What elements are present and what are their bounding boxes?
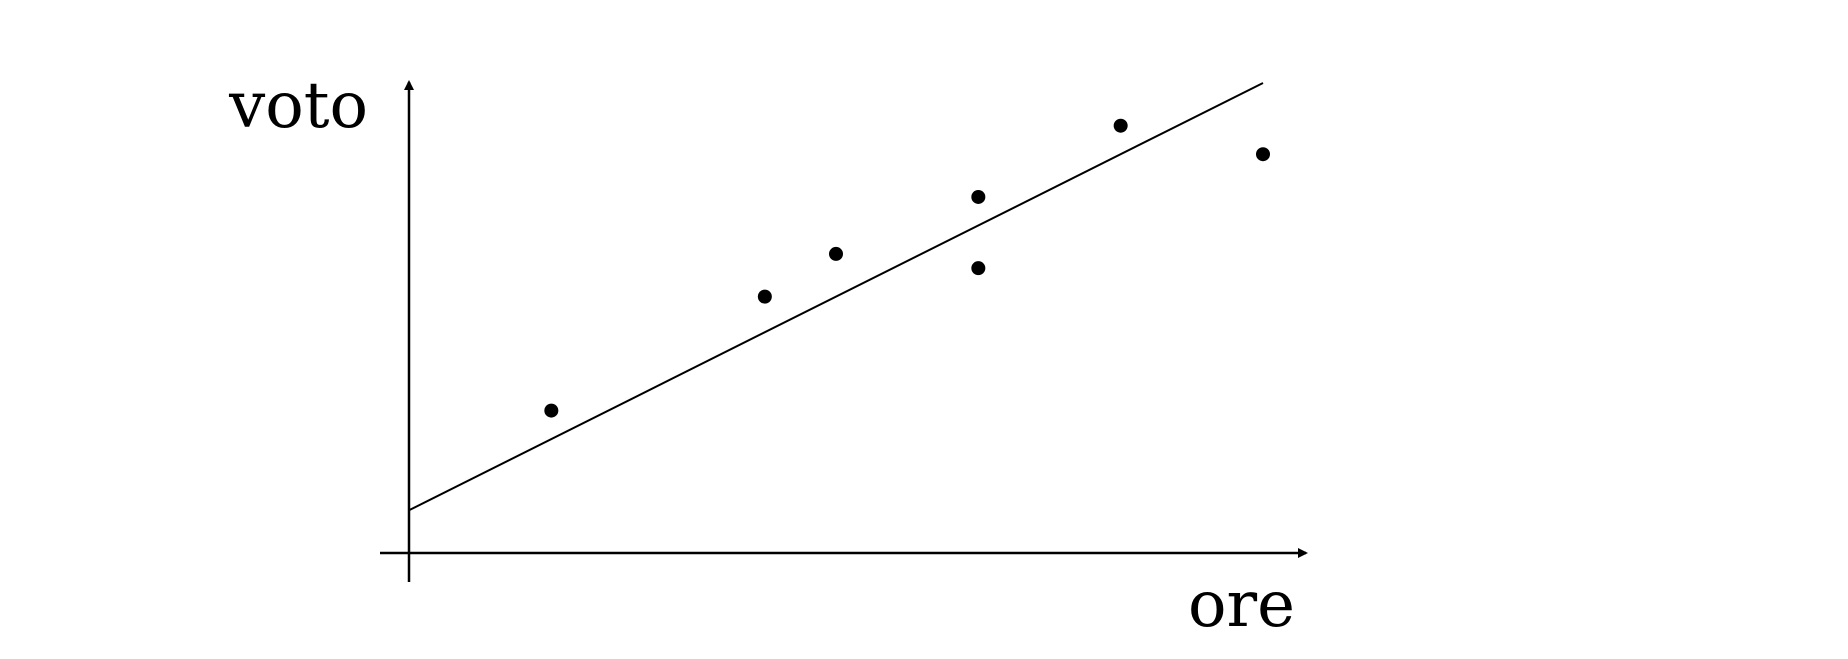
trend-line [408, 82, 1264, 512]
y-axis-title: voto [228, 69, 368, 143]
data-point [544, 403, 559, 418]
data-point [757, 289, 772, 304]
x-axis-title: ore [1188, 568, 1295, 642]
data-point [1113, 118, 1128, 133]
data-point [1256, 147, 1270, 162]
data-point [829, 246, 843, 261]
data-point [971, 189, 986, 204]
axes [380, 80, 1308, 582]
data-point [971, 261, 986, 276]
data-points [544, 118, 1270, 418]
